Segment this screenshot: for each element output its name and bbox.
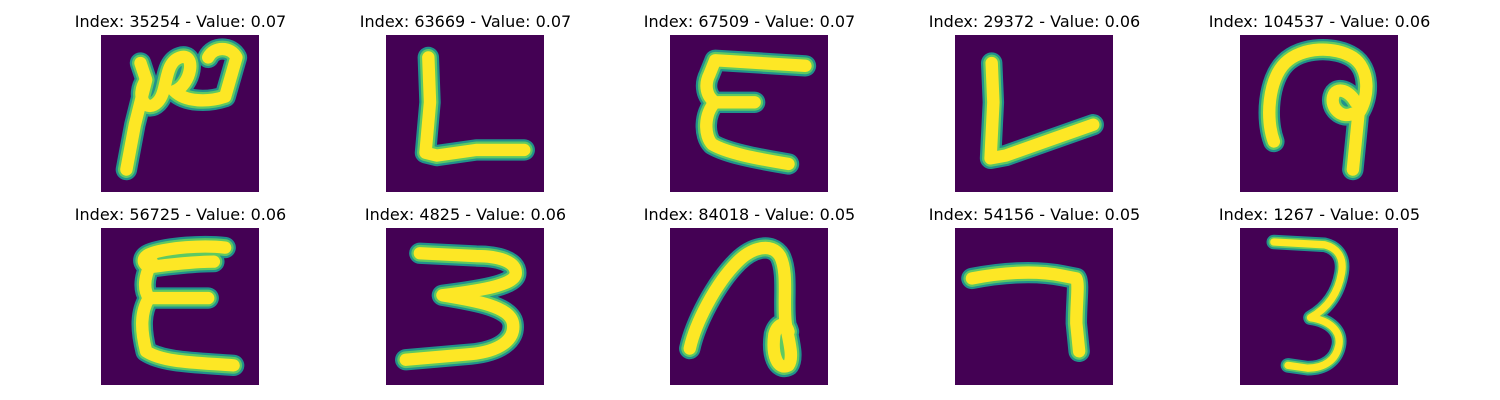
panel-8: Index: 84018 - Value: 0.05 xyxy=(607,205,892,395)
panel-title: Index: 56725 - Value: 0.06 xyxy=(74,205,287,224)
handwritten-image-8 xyxy=(670,228,828,385)
panel-title: Index: 54156 - Value: 0.05 xyxy=(928,205,1141,224)
handwritten-image-3 xyxy=(670,35,828,192)
panel-title: Index: 35254 - Value: 0.07 xyxy=(74,12,287,31)
panel-title: Index: 84018 - Value: 0.05 xyxy=(643,205,856,224)
handwritten-image-7 xyxy=(386,228,544,385)
panel-title: Index: 4825 - Value: 0.06 xyxy=(364,205,567,224)
panel-10: Index: 1267 - Value: 0.05 xyxy=(1177,205,1462,395)
panel-title: Index: 67509 - Value: 0.07 xyxy=(643,12,856,31)
panel-5: Index: 104537 - Value: 0.06 xyxy=(1177,12,1462,202)
panel-title: Index: 1267 - Value: 0.05 xyxy=(1218,205,1421,224)
handwritten-image-1 xyxy=(101,35,259,192)
handwritten-image-9 xyxy=(955,228,1113,385)
handwritten-image-4 xyxy=(955,35,1113,192)
panel-title: Index: 29372 - Value: 0.06 xyxy=(928,12,1141,31)
handwritten-image-6 xyxy=(101,228,259,385)
panel-title: Index: 63669 - Value: 0.07 xyxy=(359,12,572,31)
panel-9: Index: 54156 - Value: 0.05 xyxy=(892,205,1177,395)
handwritten-image-10 xyxy=(1240,228,1398,385)
panel-2: Index: 63669 - Value: 0.07 xyxy=(323,12,608,202)
panel-6: Index: 56725 - Value: 0.06 xyxy=(38,205,323,395)
panel-4: Index: 29372 - Value: 0.06 xyxy=(892,12,1177,202)
handwritten-image-2 xyxy=(386,35,544,192)
panel-3: Index: 67509 - Value: 0.07 xyxy=(607,12,892,202)
panel-1: Index: 35254 - Value: 0.07 xyxy=(38,12,323,202)
panel-7: Index: 4825 - Value: 0.06 xyxy=(323,205,608,395)
handwritten-image-5 xyxy=(1240,35,1398,192)
panel-title: Index: 104537 - Value: 0.06 xyxy=(1208,12,1431,31)
